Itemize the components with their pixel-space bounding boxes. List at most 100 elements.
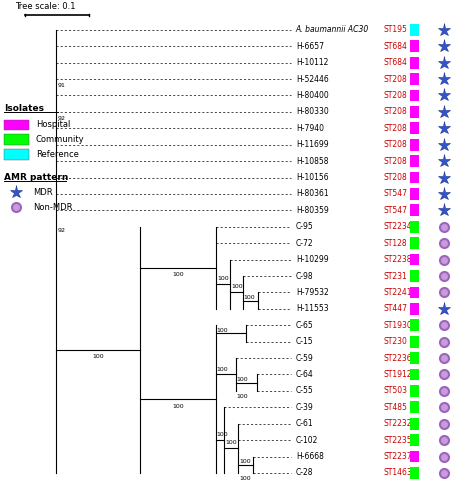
Bar [410, 57, 419, 68]
Bar [410, 24, 419, 36]
Bar [410, 467, 419, 479]
Text: H-10156: H-10156 [296, 173, 328, 182]
Bar [410, 139, 419, 151]
Text: ST208: ST208 [383, 91, 407, 100]
Text: ST547: ST547 [383, 206, 407, 215]
Text: 92: 92 [57, 116, 65, 121]
Text: ST1912: ST1912 [383, 370, 411, 379]
Text: H-80330: H-80330 [296, 107, 328, 116]
Text: H-11699: H-11699 [296, 140, 328, 149]
Text: ST2234: ST2234 [383, 222, 412, 231]
Text: MDR: MDR [33, 188, 53, 197]
Text: H-6668: H-6668 [296, 452, 324, 461]
Text: H-10858: H-10858 [296, 157, 328, 166]
Bar [410, 237, 419, 249]
Text: Community: Community [36, 135, 84, 144]
Bar [410, 434, 419, 446]
Text: H-52446: H-52446 [296, 74, 328, 83]
Bar [410, 106, 419, 118]
Text: C-15: C-15 [296, 337, 313, 346]
Text: 100: 100 [172, 272, 184, 277]
Text: Reference: Reference [36, 150, 79, 159]
Text: 100: 100 [237, 377, 248, 382]
Bar [410, 253, 419, 265]
Bar [410, 40, 419, 52]
Text: ST1930: ST1930 [383, 321, 412, 330]
Text: Tree scale: 0.1: Tree scale: 0.1 [16, 2, 76, 11]
Bar [410, 451, 419, 463]
Text: ST2235: ST2235 [383, 436, 412, 445]
Text: C-28: C-28 [296, 469, 313, 478]
Text: 100: 100 [231, 284, 243, 289]
Text: H-6657: H-6657 [296, 42, 324, 51]
Text: ST230: ST230 [383, 337, 407, 346]
Bar [410, 172, 419, 184]
Text: 100: 100 [239, 476, 251, 481]
Text: ST208: ST208 [383, 140, 407, 149]
Text: Isolates: Isolates [4, 104, 44, 113]
Text: AMR pattern: AMR pattern [4, 173, 68, 182]
Text: A. baumannii AC30: A. baumannii AC30 [296, 25, 369, 34]
Text: ST208: ST208 [383, 124, 407, 133]
Text: ST208: ST208 [383, 173, 407, 182]
Text: ST231: ST231 [383, 271, 407, 280]
Text: ST2241: ST2241 [383, 288, 411, 297]
Text: C-72: C-72 [296, 239, 313, 248]
Bar [410, 418, 419, 430]
Text: 91: 91 [57, 83, 65, 88]
Text: H-10299: H-10299 [296, 255, 328, 264]
Bar [4, 134, 29, 145]
Text: ST2236: ST2236 [383, 354, 412, 363]
Bar [410, 352, 419, 364]
Text: ST208: ST208 [383, 107, 407, 116]
Bar [410, 270, 419, 282]
Bar [410, 286, 419, 298]
Text: C-98: C-98 [296, 271, 313, 280]
Text: ST2232: ST2232 [383, 419, 411, 428]
Text: 100: 100 [92, 354, 104, 359]
Text: 100: 100 [237, 394, 248, 399]
Text: C-65: C-65 [296, 321, 314, 330]
Text: 100: 100 [217, 432, 228, 437]
Text: 100: 100 [225, 441, 237, 446]
Text: ST195: ST195 [383, 25, 407, 34]
Bar [410, 122, 419, 134]
Text: ST1463: ST1463 [383, 469, 412, 478]
Text: H-79532: H-79532 [296, 288, 328, 297]
Text: C-64: C-64 [296, 370, 314, 379]
Bar [410, 155, 419, 167]
Bar [410, 188, 419, 200]
Text: ST447: ST447 [383, 304, 407, 313]
Text: 100: 100 [217, 328, 228, 333]
Text: 92: 92 [57, 228, 65, 233]
Text: C-59: C-59 [296, 354, 314, 363]
Text: ST2237: ST2237 [383, 452, 412, 461]
Text: 100: 100 [217, 276, 229, 281]
Bar [4, 120, 29, 130]
Text: C-39: C-39 [296, 403, 314, 412]
Text: H-80400: H-80400 [296, 91, 328, 100]
Text: ST2238: ST2238 [383, 255, 411, 264]
Text: ST208: ST208 [383, 157, 407, 166]
Text: ST128: ST128 [383, 239, 407, 248]
Text: ST503: ST503 [383, 386, 407, 395]
Text: C-95: C-95 [296, 222, 314, 231]
Bar [410, 336, 419, 348]
Text: H-11553: H-11553 [296, 304, 328, 313]
Text: 100: 100 [244, 295, 255, 300]
Text: H-7940: H-7940 [296, 124, 324, 133]
Bar [410, 369, 419, 380]
Text: H-10112: H-10112 [296, 58, 328, 67]
Bar [410, 303, 419, 315]
Bar [4, 149, 29, 160]
Bar [410, 221, 419, 233]
Text: C-55: C-55 [296, 386, 314, 395]
Bar [410, 385, 419, 397]
Bar [410, 89, 419, 101]
Bar [410, 319, 419, 331]
Bar [410, 73, 419, 85]
Text: Non-MDR: Non-MDR [33, 203, 73, 212]
Text: C-61: C-61 [296, 419, 313, 428]
Text: 100: 100 [239, 459, 251, 464]
Bar [410, 205, 419, 216]
